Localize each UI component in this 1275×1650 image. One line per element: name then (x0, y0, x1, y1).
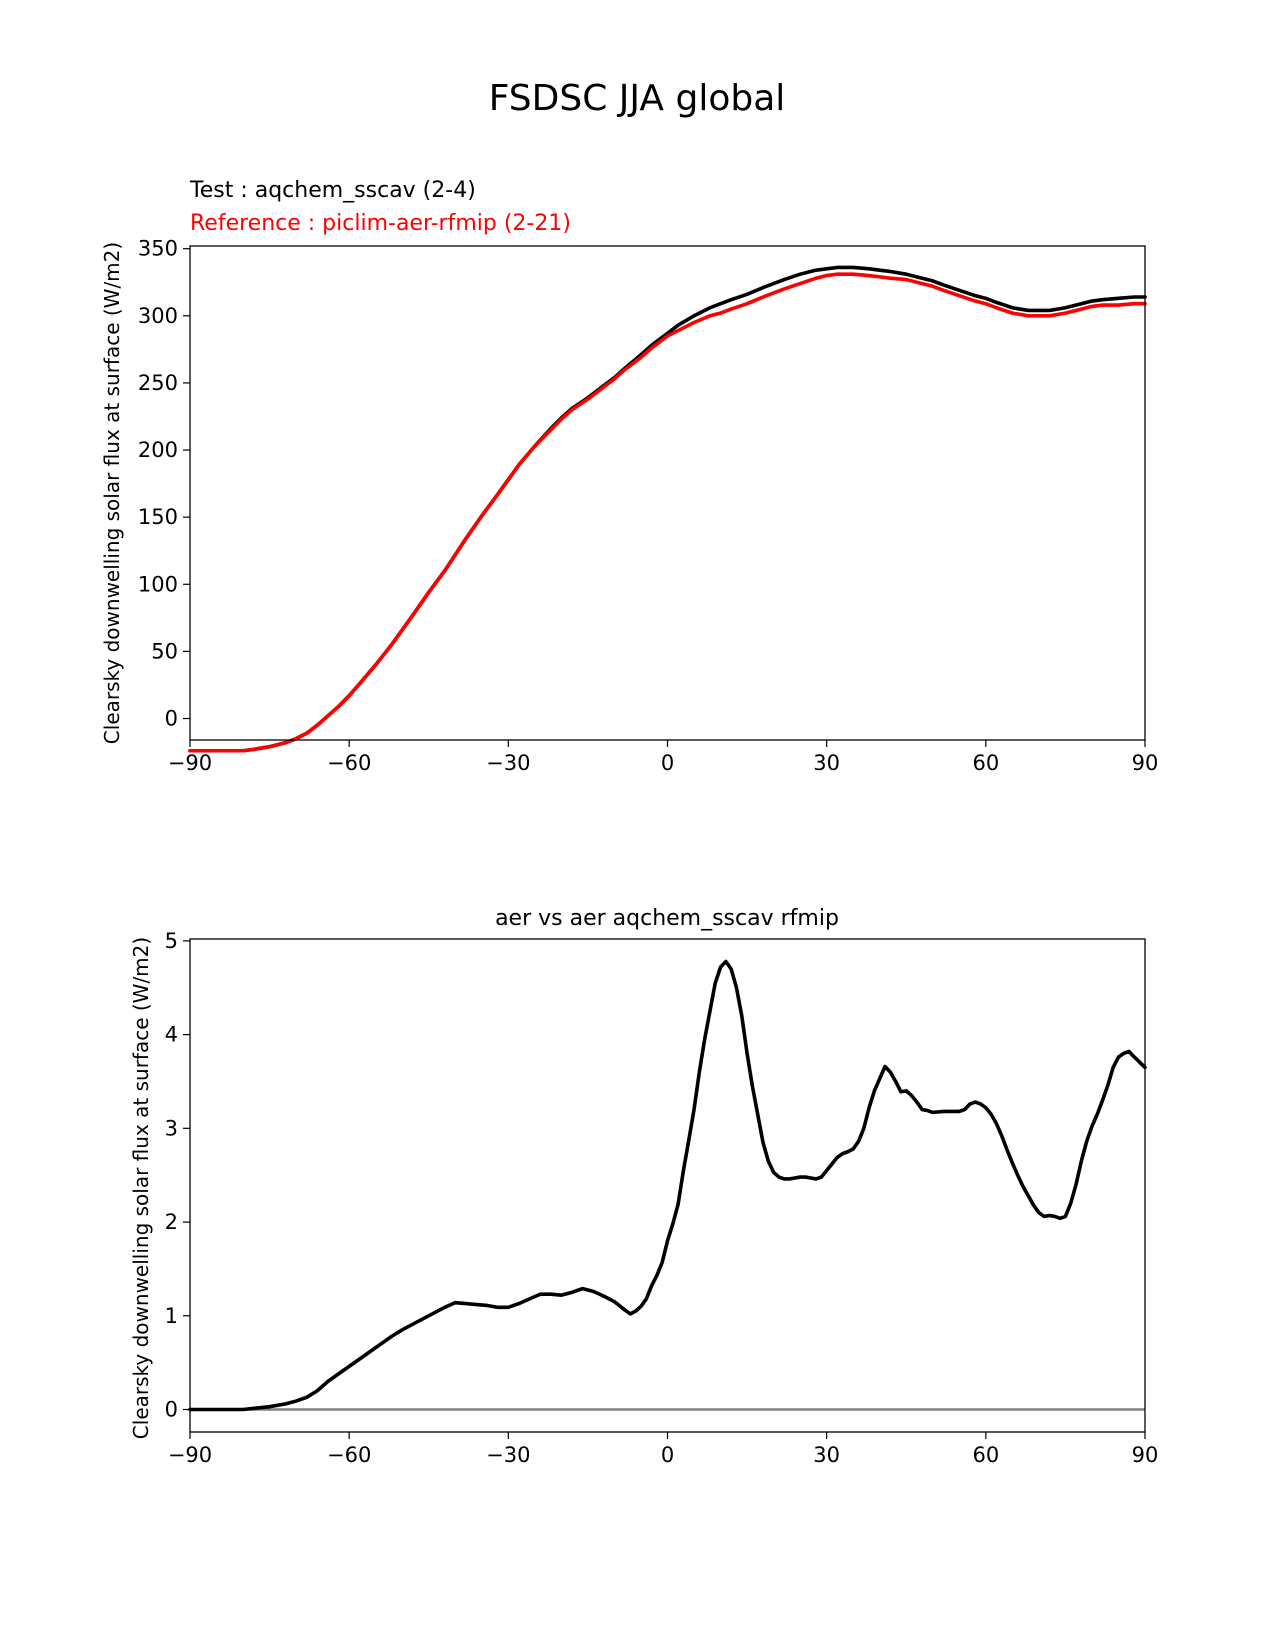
bottom-chart-ytick-label: 4 (165, 1023, 178, 1047)
top-chart-xtick-label: 0 (661, 751, 674, 775)
bottom-chart-xtick-label: 30 (813, 1443, 840, 1467)
top-chart-ytick-label: 50 (151, 639, 178, 663)
bottom-chart-ytick-label: 2 (165, 1210, 178, 1234)
top-chart-ytick-label: 100 (138, 572, 178, 596)
bottom-chart-ticks: −90 −60 −30 0 30 60 90 0 1 2 3 4 5 (165, 929, 1159, 1467)
top-chart-xtick-label: 30 (813, 751, 840, 775)
top-chart-ylabel: Clearsky downwelling solar flux at surfa… (100, 242, 124, 744)
bottom-chart-lines (188, 959, 1147, 1412)
bottom-chart-series-aer-vs-aer (188, 959, 1147, 1412)
bottom-chart-xtick-label: 0 (661, 1443, 674, 1467)
bottom-chart-xtick-label: 60 (972, 1443, 999, 1467)
bottom-chart-xtick-label: −60 (327, 1443, 371, 1467)
figure-suptitle: FSDSC JJA global (489, 78, 786, 119)
top-chart-series-reference (188, 272, 1147, 753)
top-chart-ytick-label: 200 (138, 438, 178, 462)
bottom-chart: aer vs aer aqchem_sscav rfmip Clearsky d… (129, 906, 1158, 1467)
top-chart-ytick-label: 250 (138, 371, 178, 395)
top-chart-ticks: −90 −60 −30 0 30 60 90 0 50 100 150 200 250 300 350 (138, 237, 1158, 775)
top-chart-xtick-label: −30 (486, 751, 530, 775)
bottom-chart-xtick-label: −90 (168, 1443, 212, 1467)
bottom-chart-ytick-label: 1 (165, 1304, 178, 1328)
bottom-chart-ytick-label: 5 (165, 929, 178, 953)
top-chart-xtick-label: 90 (1132, 751, 1159, 775)
bottom-chart-xtick-label: 90 (1132, 1443, 1159, 1467)
bottom-chart-ytick-label: 0 (165, 1398, 178, 1422)
top-chart-title-reference: Reference : piclim-aer-rfmip (2-21) (190, 211, 571, 236)
top-chart-frame (189, 245, 1146, 741)
top-chart-ytick-label: 0 (165, 707, 178, 731)
top-chart-ytick-label: 150 (138, 505, 178, 529)
top-chart-xtick-label: −90 (168, 751, 212, 775)
top-chart-lines (188, 265, 1147, 753)
top-chart-ytick-label: 300 (138, 304, 178, 328)
top-chart-ytick-label: 350 (138, 237, 178, 261)
bottom-chart-xtick-label: −30 (486, 1443, 530, 1467)
bottom-chart-ylabel: Clearsky downwelling solar flux at surfa… (129, 937, 153, 1439)
bottom-chart-ytick-label: 3 (165, 1116, 178, 1140)
top-chart: Test : aqchem_sscav (2-4) Reference : pi… (100, 178, 1158, 775)
top-chart-xtick-label: 60 (972, 751, 999, 775)
top-chart-xtick-label: −60 (327, 751, 371, 775)
top-chart-title-test: Test : aqchem_sscav (2-4) (189, 178, 476, 203)
bottom-chart-title: aer vs aer aqchem_sscav rfmip (495, 906, 839, 931)
bottom-chart-frame (189, 938, 1146, 1433)
